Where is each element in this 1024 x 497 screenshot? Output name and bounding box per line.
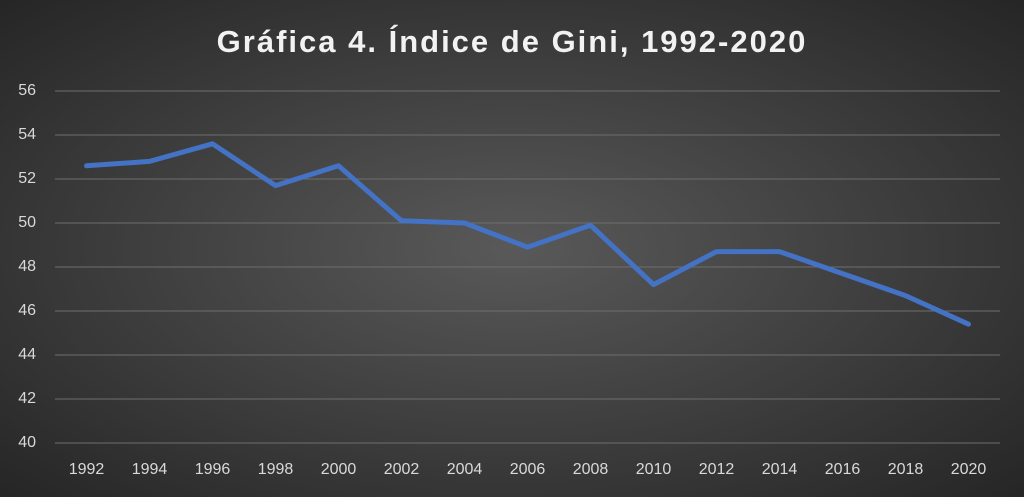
x-tick-label: 2010 bbox=[636, 461, 672, 478]
x-tick-label: 2014 bbox=[762, 461, 798, 478]
y-tick-label: 48 bbox=[18, 258, 36, 275]
x-tick-label: 2006 bbox=[510, 461, 546, 478]
x-tick-label: 2012 bbox=[699, 461, 735, 478]
x-tick-label: 2018 bbox=[888, 461, 924, 478]
x-tick-label: 2020 bbox=[951, 461, 987, 478]
y-tick-label: 44 bbox=[18, 346, 36, 363]
y-tick-label: 42 bbox=[18, 390, 36, 407]
x-tick-label: 1996 bbox=[195, 461, 231, 478]
y-tick-label: 54 bbox=[18, 126, 36, 143]
x-tick-label: 2002 bbox=[384, 461, 420, 478]
y-tick-label: 52 bbox=[18, 170, 36, 187]
y-tick-label: 46 bbox=[18, 302, 36, 319]
x-tick-label: 2016 bbox=[825, 461, 861, 478]
y-tick-label: 40 bbox=[18, 434, 36, 451]
data-line bbox=[84, 141, 971, 327]
x-tick-label: 2004 bbox=[447, 461, 483, 478]
y-tick-label: 56 bbox=[18, 82, 36, 99]
x-tick-label: 1998 bbox=[258, 461, 294, 478]
x-tick-label: 2008 bbox=[573, 461, 609, 478]
x-tick-label: 1994 bbox=[132, 461, 168, 478]
x-tick-label: 2000 bbox=[321, 461, 357, 478]
chart-title: Gráfica 4. Índice de Gini, 1992-2020 bbox=[217, 24, 808, 59]
x-tick-label: 1992 bbox=[69, 461, 105, 478]
y-tick-label: 50 bbox=[18, 214, 36, 231]
